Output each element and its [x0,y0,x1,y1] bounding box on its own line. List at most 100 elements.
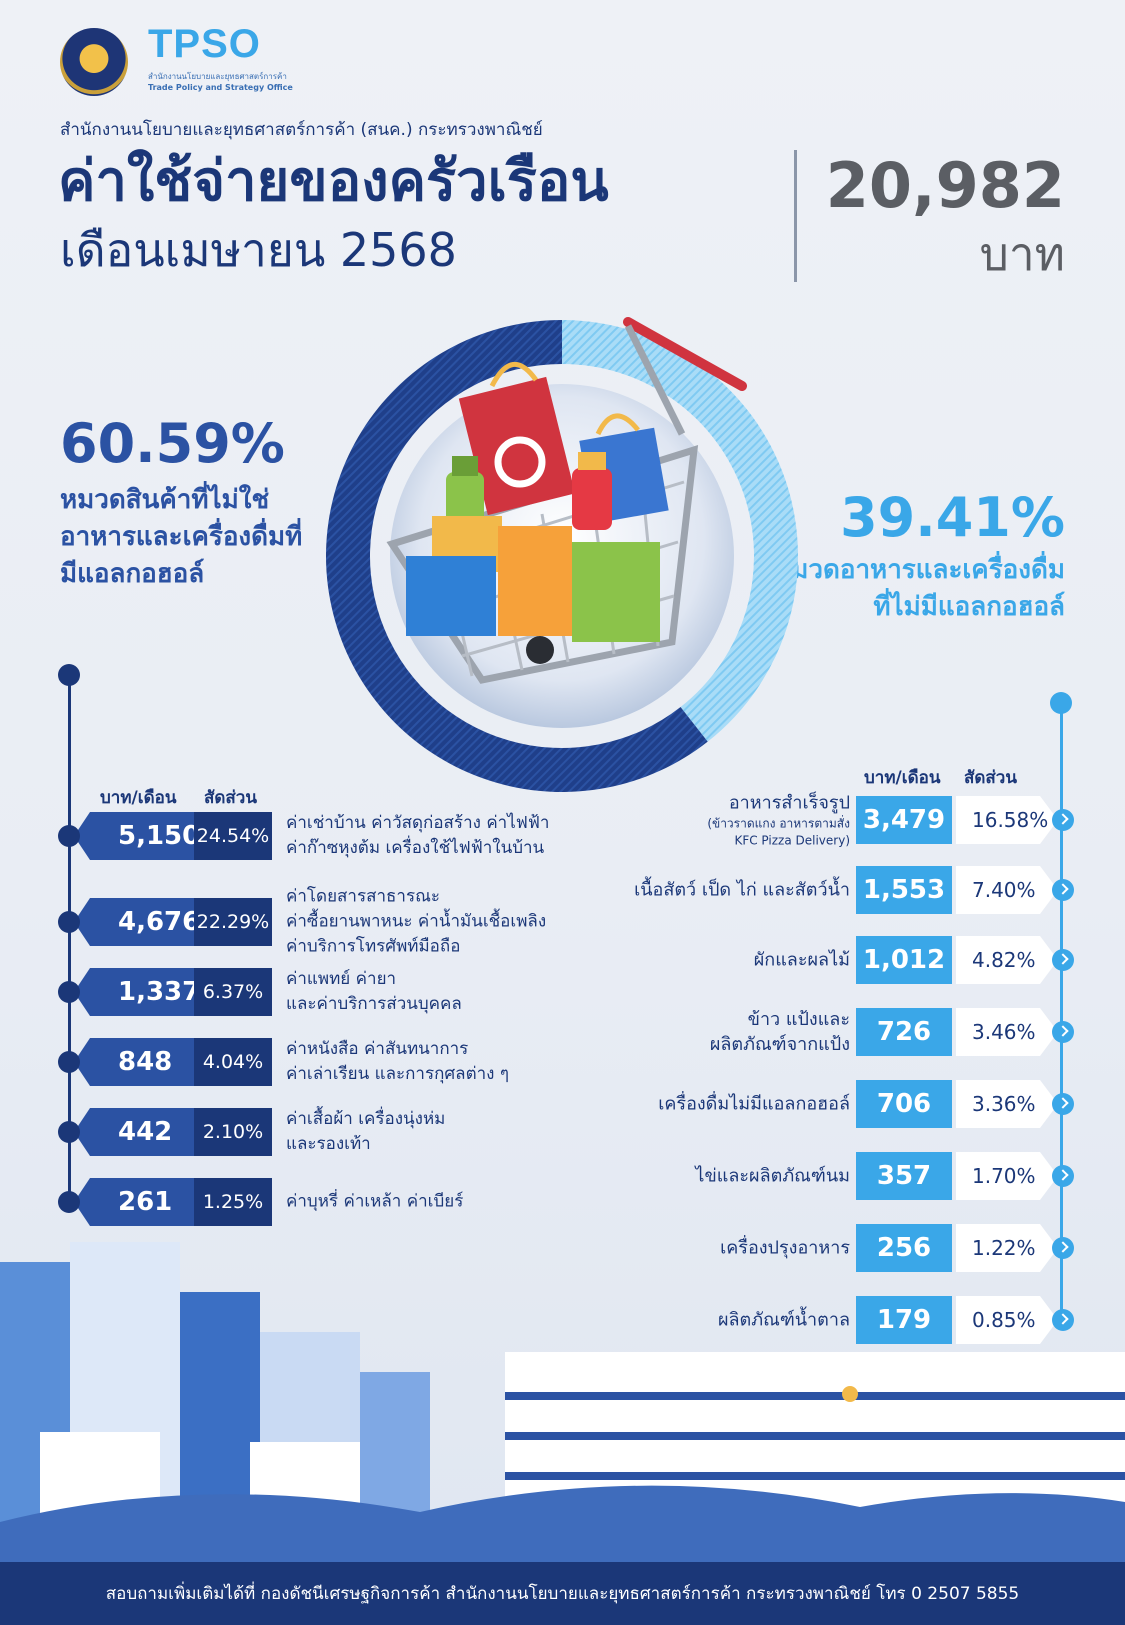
timeline-arrow-dot-icon [1052,949,1074,971]
item-amount: 179 [856,1296,952,1344]
right-timeline-line [1060,702,1063,1328]
item-share: 1.22% [956,1224,1058,1272]
timeline-dot [58,1191,80,1213]
item-description-line: อาหารสำเร็จรูป [728,792,850,814]
item-description-line: ค่าเช่าบ้าน ค่าวัสดุก่อสร้าง ค่าไฟฟ้า [286,813,550,833]
timeline-dot [58,1121,80,1143]
item-share: 6.37% [194,968,272,1016]
item-description-line: ค่าเล่าเรียน และการกุศลต่าง ๆ [286,1064,510,1084]
tpso-logo-english-name: Trade Policy and Strategy Office [148,83,293,92]
item-share: 3.36% [956,1080,1058,1128]
item-amount: 1,012 [856,936,952,984]
item-description-line: และรองเท้า [286,1134,371,1154]
total-expense-unit: บาท [979,227,1065,281]
item-share: 0.85% [956,1296,1058,1344]
tpso-logo: TPSO สำนักงานนโยบายและยุทธศาสตร์การค้า T… [148,24,298,96]
page-subtitle: เดือนเมษายน 2568 [60,223,457,277]
item-description-line: ค่าเสื้อผ้า เครื่องนุ่งห่ม [286,1109,446,1129]
item-description-line: ข้าว แป้งและ [747,1009,850,1030]
timeline-dot [58,911,80,933]
item-description-line: และค่าบริการส่วนบุคคล [286,994,462,1014]
item-description-line: ค่าก๊าซหุงต้ม เครื่องใช้ไฟฟ้าในบ้าน [286,838,545,858]
item-description: ข้าว แป้งและผลิตภัณฑ์จากแป้ง [710,1007,850,1057]
building-emblem-icon [842,1386,858,1402]
donut-slice-food [562,320,798,742]
food-category-label: หมวดอาหารและเครื่องดื่มที่ไม่มีแอลกอฮอล์ [774,555,1065,622]
item-share: 7.40% [956,866,1058,914]
timeline-arrow-dot-icon [1052,1093,1074,1115]
timeline-arrow-dot-icon [1052,879,1074,901]
timeline-arrow-dot-icon [1052,809,1074,831]
item-description: อาหารสำเร็จรูป (ข้าวราดแกง อาหารตามสั่ง KF… [707,791,850,850]
timeline-arrow-dot-icon [1052,1237,1074,1259]
shopping-cart-icon [386,317,747,684]
item-description: เนื้อสัตว์ เป็ด ไก่ และสัตว์น้ำ [634,878,850,903]
item-amount: 256 [856,1224,952,1272]
item-description: ผลิตภัณฑ์น้ำตาล [718,1308,850,1333]
donut-slice-non-food [325,320,708,792]
item-note-line: (ข้าวราดแกง อาหารตามสั่ง [707,816,850,831]
item-share: 1.70% [956,1152,1058,1200]
timeline-dot [58,1051,80,1073]
item-description: ค่าหนังสือ ค่าสันทนาการ ค่าเล่าเรียน และก… [286,1037,509,1087]
item-share: 4.82% [956,936,1058,984]
item-description: ไข่และผลิตภัณฑ์นม [695,1164,850,1189]
item-description-line: ค่าบริการโทรศัพท์มือถือ [286,936,461,957]
left-timeline-start-dot [58,664,80,686]
item-amount: 3,479 [856,796,952,844]
timeline-arrow-dot-icon [1052,1309,1074,1331]
item-description-line: ค่าโดยสารสาธารณะ [286,886,440,907]
footer-contact-text: สอบถามเพิ่มเติมได้ที่ กองดัชนีเศรษฐกิจกา… [105,1584,1020,1604]
left-column-header-baht: บาท/เดือน [100,788,177,808]
page-title: ค่าใช้จ่ายของครัวเรือน [58,149,609,214]
header-divider [794,150,797,282]
left-timeline-line [68,674,71,1206]
item-amount: 726 [856,1008,952,1056]
food-item-row: ไข่และผลิตภัณฑ์นม 357 1.70% [600,1152,1074,1200]
item-description: ค่าบุหรี่ ค่าเหล้า ค่าเบียร์ [286,1190,463,1215]
total-expense-value: 20,982 [825,149,1065,222]
timeline-dot [58,981,80,1003]
non-food-share-percent: 60.59% [60,412,285,475]
item-amount: 1,553 [856,866,952,914]
expense-donut-chart [325,317,798,792]
non-food-category-label: หมวดสินค้าที่ไม่ใช่อาหารและเครื่องดื่มที… [60,485,303,589]
item-share: 3.46% [956,1008,1058,1056]
item-description-line: ผลิตภัณฑ์จากแป้ง [709,1034,850,1055]
food-item-row: ผลิตภัณฑ์น้ำตาล 179 0.85% [600,1296,1074,1344]
item-description: เครื่องดื่มไม่มีแอลกอฮอล์ [658,1092,850,1117]
city-skyline-illustration [0,1242,1125,1625]
item-description-line: ผักและผลไม้ [753,949,850,971]
item-share: 1.25% [194,1178,272,1226]
right-timeline-start-dot [1050,692,1072,714]
item-description-line: ค่าบุหรี่ ค่าเหล้า ค่าเบียร์ [286,1191,464,1212]
item-description-line: ค่าซื้อยานพาหนะ ค่าน้ำมันเชื้อเพลิง [286,911,547,932]
food-item-row: ข้าว แป้งและ ผลิตภัณฑ์จากแป้ง 726 3.46% [600,1008,1074,1056]
item-amount: 357 [856,1152,952,1200]
food-item-row: เนื้อสัตว์ เป็ด ไก่ และสัตว์น้ำ 1,553 7.40… [600,866,1074,914]
right-column-header-baht: บาท/เดือน [864,768,941,788]
item-description-line: เครื่องปรุงอาหาร [720,1237,850,1259]
item-share: 24.54% [194,812,272,860]
item-description-line: ค่าแพทย์ ค่ายา [286,969,397,989]
item-description-line: เนื้อสัตว์ เป็ด ไก่ และสัตว์น้ำ [634,879,850,901]
item-description: ค่าเสื้อผ้า เครื่องนุ่งห่มและรองเท้า [286,1107,445,1157]
left-column-header-share: สัดส่วน [204,788,257,808]
item-description: ค่าโดยสารสาธารณะค่าซื้อยานพาหนะ ค่าน้ำมั… [286,885,546,960]
footer-band [0,1562,1125,1625]
timeline-dot [58,825,80,847]
item-description: เครื่องปรุงอาหาร [720,1236,850,1261]
item-description-line: เครื่องดื่มไม่มีแอลกอฮอล์ [658,1093,850,1115]
tpso-logo-thai-name: สำนักงานนโยบายและยุทธศาสตร์การค้า [148,72,287,81]
item-description: ค่าแพทย์ ค่ายาและค่าบริการส่วนบุคคล [286,967,462,1017]
timeline-arrow-dot-icon [1052,1165,1074,1187]
timeline-arrow-dot-icon [1052,1021,1074,1043]
item-description: ค่าเช่าบ้าน ค่าวัสดุก่อสร้าง ค่าไฟฟ้าค่า… [286,811,549,861]
item-note-line: KFC Pizza Delivery) [734,833,850,848]
moc-seal-logo [60,28,128,96]
item-description: ผักและผลไม้ [754,948,850,973]
food-share-percent: 39.41% [840,486,1065,549]
organization-line: สำนักงานนโยบายและยุทธศาสตร์การค้า (สนค.)… [60,120,543,140]
donut-slices [325,320,798,792]
item-amount: 706 [856,1080,952,1128]
